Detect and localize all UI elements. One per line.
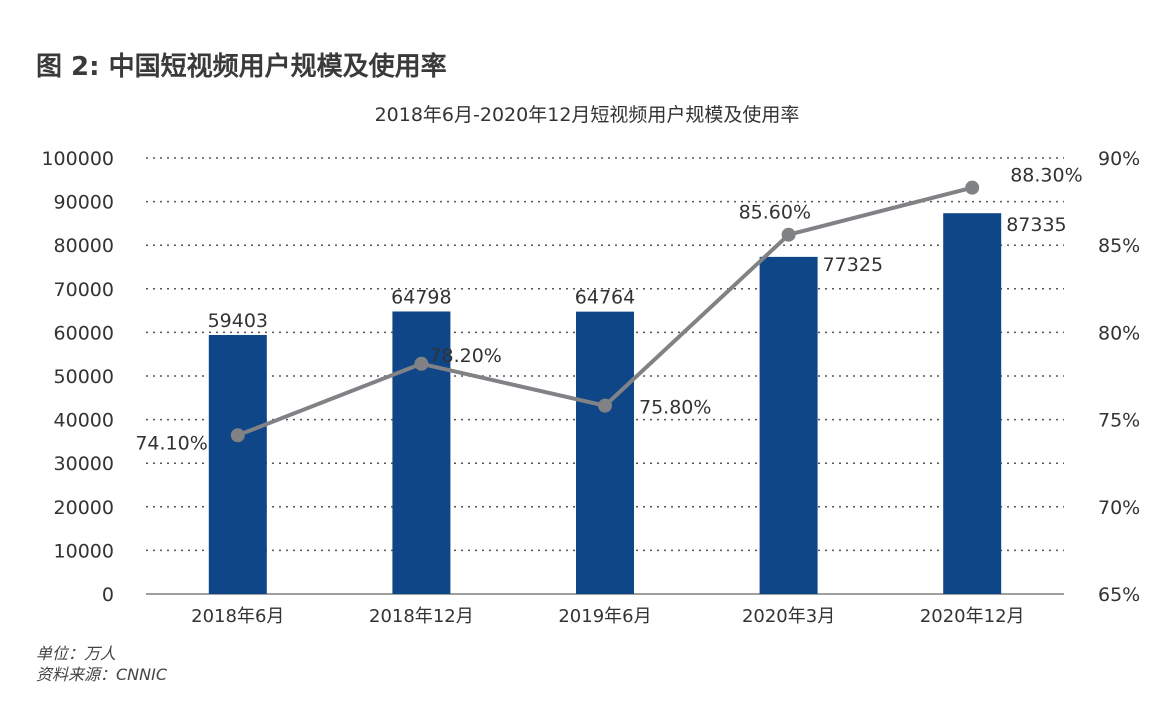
y-left-tick-label: 90000 — [54, 192, 114, 214]
y-left-tick-label: 0 — [102, 584, 114, 606]
y-left-tick-label: 40000 — [54, 410, 114, 432]
y-right-tick-label: 80% — [1098, 322, 1140, 344]
line-value-label: 78.20% — [429, 345, 501, 367]
bar-value-label: 87335 — [1006, 214, 1066, 236]
bar-value-label: 64798 — [391, 286, 451, 308]
y-left-tick-label: 50000 — [54, 366, 114, 388]
y-right-tick-label: 90% — [1098, 148, 1140, 170]
y-left-tick-label: 30000 — [54, 453, 114, 475]
line-point — [230, 428, 245, 443]
bar — [759, 256, 818, 594]
y-left-tick-label: 20000 — [54, 497, 114, 519]
source-note: 资料来源：CNNIC — [36, 665, 168, 684]
line-point — [414, 356, 429, 371]
y-right-tick-label: 65% — [1098, 584, 1140, 606]
bar — [943, 213, 1002, 594]
y-left-tick-label: 10000 — [54, 540, 114, 562]
bar-value-label: 59403 — [208, 310, 268, 332]
bar — [208, 335, 267, 594]
y-right-tick-label: 75% — [1098, 410, 1140, 432]
chart-title: 2018年6月-2020年12月短视频用户规模及使用率 — [374, 104, 800, 126]
y-right-tick-label: 85% — [1098, 235, 1140, 257]
line-value-label: 75.80% — [639, 397, 711, 419]
line-point — [598, 398, 612, 413]
line-value-label: 74.10% — [135, 432, 207, 454]
bar-value-label: 64764 — [575, 287, 635, 309]
x-tick-label: 2018年6月 — [191, 606, 284, 627]
y-left-tick-label: 80000 — [54, 235, 114, 257]
x-tick-label: 2019年6月 — [558, 606, 651, 627]
x-tick-label: 2018年12月 — [369, 606, 474, 627]
line-point — [965, 180, 980, 195]
x-tick-label: 2020年12月 — [920, 606, 1025, 627]
y-left-tick-label: 100000 — [41, 148, 114, 170]
figure-title: 图 2: 中国短视频用户规模及使用率 — [36, 52, 447, 82]
line-point — [781, 227, 796, 242]
x-tick-label: 2020年3月 — [742, 606, 835, 627]
y-left-tick-label: 70000 — [54, 279, 114, 301]
bar-value-label: 77325 — [823, 254, 883, 276]
y-right-tick-label: 70% — [1098, 497, 1140, 519]
line-value-label: 88.30% — [1010, 165, 1082, 187]
line-value-label: 85.60% — [739, 202, 811, 224]
y-left-tick-label: 60000 — [54, 322, 114, 344]
bar — [576, 311, 634, 594]
unit-note: 单位：万人 — [36, 644, 117, 663]
